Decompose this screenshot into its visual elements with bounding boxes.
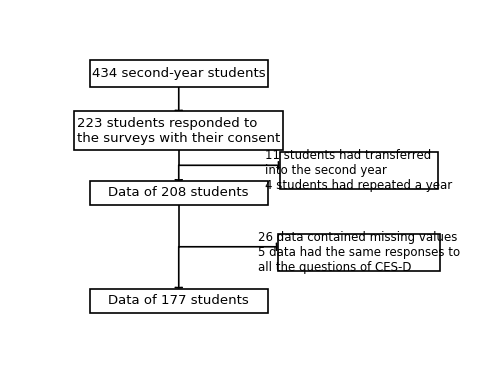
Text: Data of 177 students: Data of 177 students: [108, 294, 249, 307]
FancyBboxPatch shape: [278, 234, 440, 271]
FancyBboxPatch shape: [90, 60, 268, 87]
Text: 26 data contained missing values
5 data had the same responses to
all the questi: 26 data contained missing values 5 data …: [258, 231, 460, 274]
FancyBboxPatch shape: [280, 152, 438, 189]
Text: Data of 208 students: Data of 208 students: [108, 187, 249, 199]
Text: 434 second-year students: 434 second-year students: [92, 67, 266, 81]
Text: 11 students had transferred
into the second year
4 students had repeated a year: 11 students had transferred into the sec…: [266, 149, 452, 192]
Text: 223 students responded to
the surveys with their consent: 223 students responded to the surveys wi…: [77, 117, 280, 145]
FancyBboxPatch shape: [74, 112, 284, 150]
FancyBboxPatch shape: [90, 181, 268, 205]
FancyBboxPatch shape: [90, 289, 268, 313]
